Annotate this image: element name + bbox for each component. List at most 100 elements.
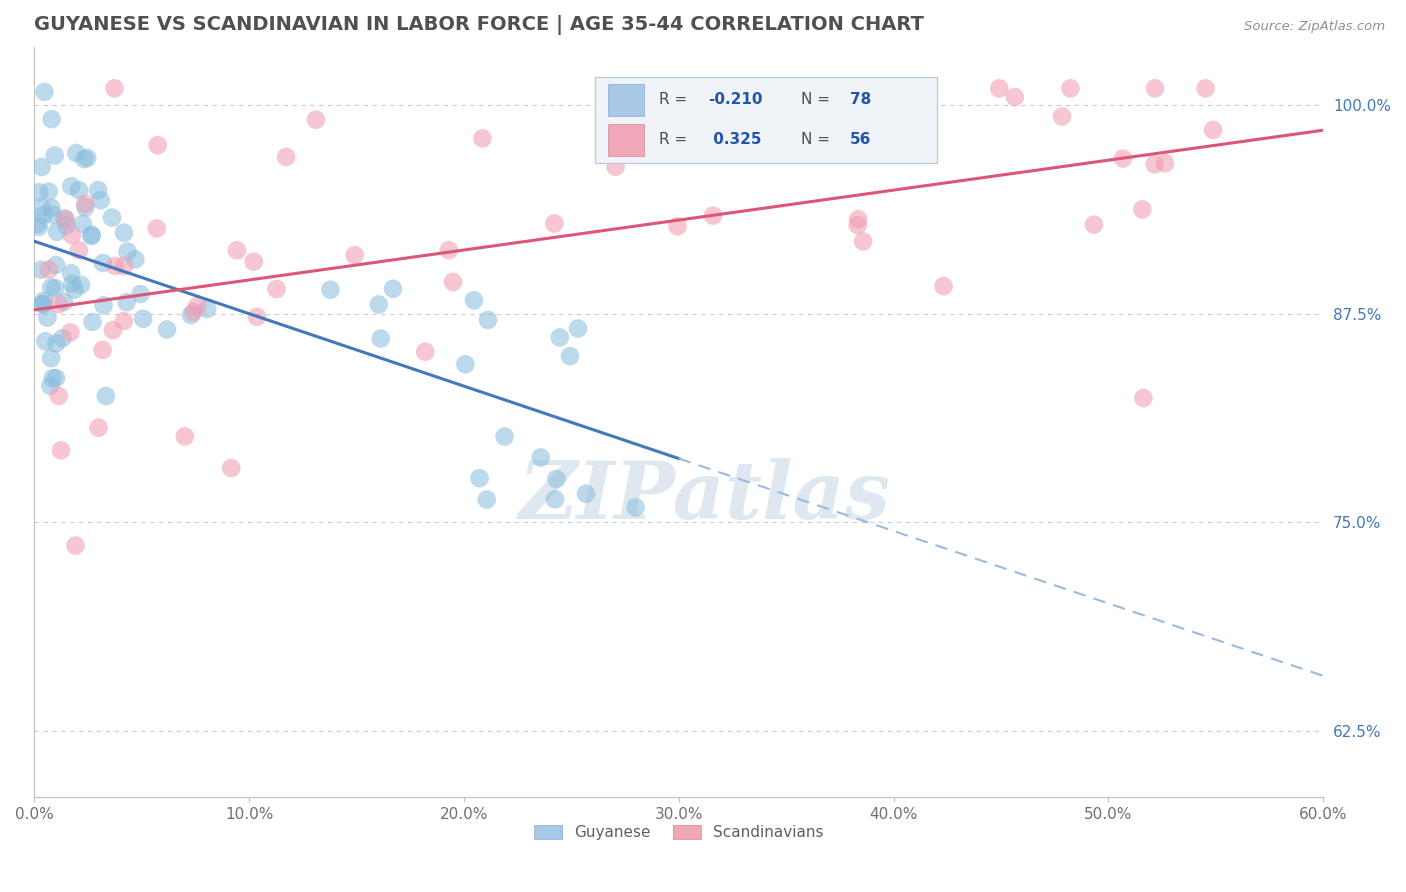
Point bbox=[132, 311, 155, 326]
Point bbox=[180, 308, 202, 322]
Point bbox=[94, 389, 117, 403]
Point bbox=[548, 330, 571, 344]
Point bbox=[44, 148, 66, 162]
Point bbox=[65, 539, 87, 553]
Point bbox=[381, 282, 404, 296]
Text: R =: R = bbox=[659, 132, 693, 147]
Point bbox=[544, 492, 567, 507]
Point bbox=[1154, 156, 1177, 170]
Point bbox=[48, 389, 70, 403]
Point bbox=[34, 334, 56, 349]
Point bbox=[45, 336, 67, 351]
Point bbox=[90, 193, 112, 207]
Point bbox=[32, 297, 55, 311]
Point bbox=[30, 262, 52, 277]
Text: 78: 78 bbox=[851, 93, 872, 107]
Point bbox=[32, 293, 55, 308]
Point bbox=[183, 305, 205, 319]
Point bbox=[666, 219, 689, 234]
Point bbox=[70, 277, 93, 292]
Point bbox=[702, 209, 724, 223]
Point bbox=[48, 297, 70, 311]
Point bbox=[104, 259, 127, 273]
Text: Source: ZipAtlas.com: Source: ZipAtlas.com bbox=[1244, 20, 1385, 33]
Point bbox=[38, 262, 60, 277]
Point bbox=[740, 103, 762, 118]
Point bbox=[1059, 81, 1081, 95]
Point bbox=[87, 420, 110, 434]
Point bbox=[543, 216, 565, 230]
Point bbox=[53, 211, 76, 226]
Point bbox=[441, 275, 464, 289]
Point bbox=[45, 258, 67, 272]
Point bbox=[1130, 202, 1153, 217]
Point bbox=[546, 472, 568, 486]
FancyBboxPatch shape bbox=[607, 124, 644, 155]
Point bbox=[75, 196, 97, 211]
Point bbox=[156, 322, 179, 336]
Point bbox=[46, 225, 69, 239]
Point bbox=[494, 429, 516, 443]
Point bbox=[367, 297, 389, 311]
Point bbox=[266, 282, 288, 296]
Point bbox=[38, 185, 60, 199]
Text: 56: 56 bbox=[851, 132, 872, 147]
Point bbox=[1004, 90, 1026, 104]
Text: N =: N = bbox=[801, 93, 835, 107]
Point bbox=[39, 379, 62, 393]
Point bbox=[852, 235, 875, 249]
Point bbox=[242, 254, 264, 268]
Point bbox=[471, 131, 494, 145]
Point bbox=[53, 295, 76, 310]
Point bbox=[34, 85, 56, 99]
Point bbox=[454, 357, 477, 371]
Point bbox=[129, 287, 152, 301]
Point bbox=[101, 323, 124, 337]
Point bbox=[55, 212, 77, 227]
Point bbox=[319, 283, 342, 297]
Point bbox=[117, 244, 139, 259]
Point bbox=[41, 371, 63, 385]
Point bbox=[219, 461, 242, 475]
Point bbox=[75, 201, 97, 215]
Point bbox=[305, 112, 328, 127]
Point bbox=[1202, 123, 1225, 137]
Point bbox=[1083, 218, 1105, 232]
FancyBboxPatch shape bbox=[595, 77, 936, 163]
Point bbox=[988, 81, 1011, 95]
Point bbox=[49, 443, 72, 458]
Point bbox=[80, 227, 103, 242]
Point bbox=[27, 217, 49, 231]
Point bbox=[112, 226, 135, 240]
Point bbox=[624, 500, 647, 515]
Point bbox=[475, 492, 498, 507]
Point bbox=[65, 146, 87, 161]
Point bbox=[112, 314, 135, 328]
Point bbox=[558, 349, 581, 363]
Point bbox=[41, 201, 63, 215]
Point bbox=[1143, 81, 1166, 95]
Point bbox=[463, 293, 485, 308]
Point bbox=[55, 219, 77, 233]
Point bbox=[101, 211, 124, 225]
Point bbox=[477, 313, 499, 327]
Point bbox=[41, 208, 63, 222]
Point bbox=[76, 151, 98, 165]
Point bbox=[44, 281, 66, 295]
Point bbox=[1194, 81, 1216, 95]
Point bbox=[80, 229, 103, 244]
Point bbox=[63, 283, 86, 297]
Point bbox=[72, 217, 94, 231]
Point bbox=[31, 200, 53, 214]
Point bbox=[91, 256, 114, 270]
Point bbox=[530, 450, 553, 465]
Point bbox=[32, 208, 55, 222]
Legend: Guyanese, Scandinavians: Guyanese, Scandinavians bbox=[529, 819, 830, 847]
Point bbox=[575, 487, 598, 501]
Point bbox=[146, 138, 169, 153]
Point bbox=[145, 221, 167, 235]
Point bbox=[39, 280, 62, 294]
Point bbox=[1112, 152, 1135, 166]
Point bbox=[276, 150, 298, 164]
Point bbox=[226, 244, 249, 258]
